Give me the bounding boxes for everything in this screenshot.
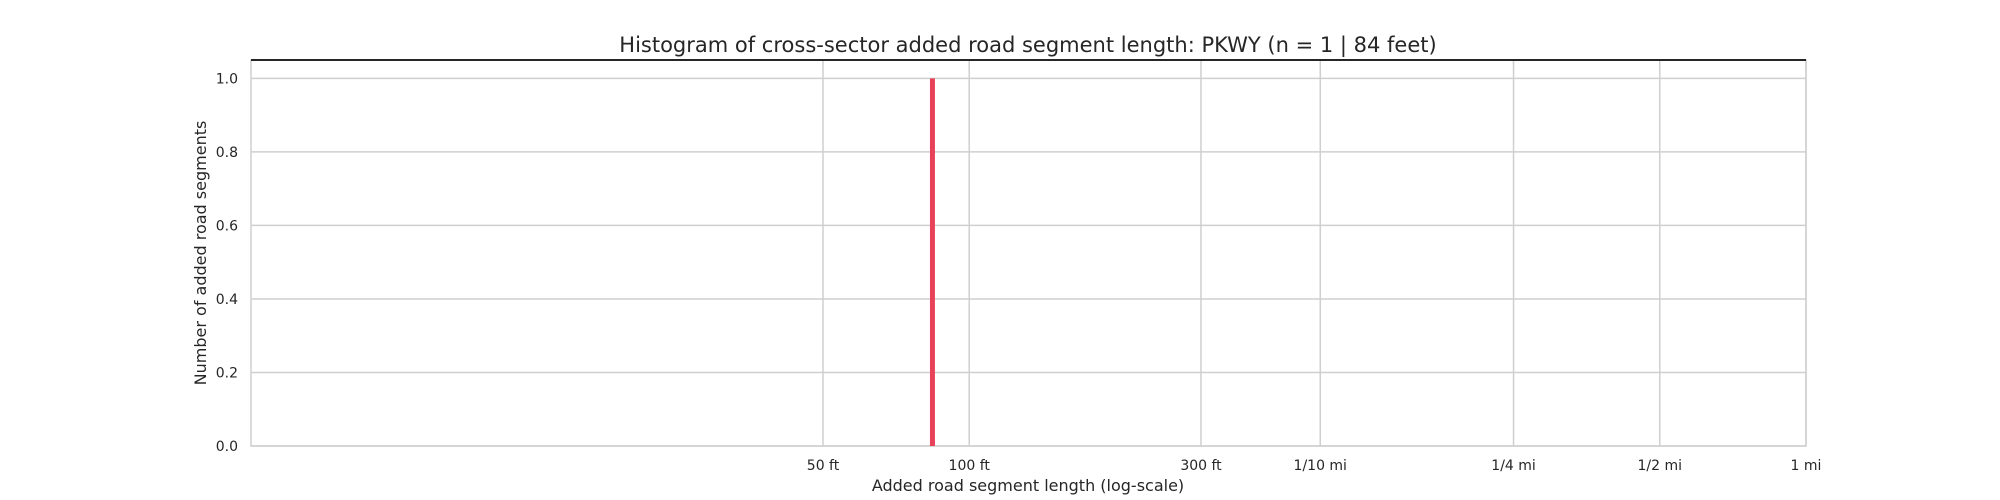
bars <box>929 78 935 446</box>
y-tick-label: 1.0 <box>216 71 238 87</box>
x-tick-label: 1/10 mi <box>1294 458 1347 474</box>
chart-title: Histogram of cross-sector added road seg… <box>619 33 1436 58</box>
y-axis-label: Number of added road segments <box>191 121 210 386</box>
x-tick-label: 1/4 mi <box>1491 458 1536 474</box>
x-tick-label: 100 ft <box>949 458 991 474</box>
x-axis-label: Added road segment length (log-scale) <box>872 476 1184 495</box>
y-tick-labels: 0.0 0.2 0.4 0.6 0.8 1.0 <box>216 71 238 455</box>
x-tick-label: 50 ft <box>807 458 840 474</box>
y-tick-label: 0.0 <box>216 439 238 455</box>
x-tick-label: 1 mi <box>1791 458 1822 474</box>
y-tick-label: 0.8 <box>216 145 238 161</box>
x-tick-label: 300 ft <box>1180 458 1222 474</box>
y-tick-label: 0.2 <box>216 365 238 381</box>
y-tick-label: 0.4 <box>216 292 238 308</box>
x-tick-label: 1/2 mi <box>1638 458 1683 474</box>
x-tick-labels: 50 ft 100 ft 300 ft 1/10 mi 1/4 mi 1/2 mi 1 mi <box>807 458 1822 474</box>
grid-lines <box>251 60 1807 447</box>
histogram-bar <box>929 78 935 446</box>
plot-frame <box>250 59 1807 447</box>
y-tick-label: 0.6 <box>216 218 238 234</box>
